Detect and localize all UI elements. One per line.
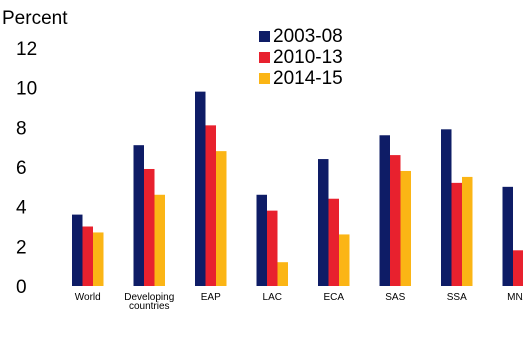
- bar: [93, 232, 104, 286]
- bar: [154, 194, 165, 286]
- y-axis-label: Percent: [2, 8, 68, 29]
- x-tick-label: Developing: [124, 292, 174, 303]
- x-tick-label: SSA: [447, 292, 467, 303]
- legend-swatch: [259, 52, 270, 63]
- y-tick-label: 4: [16, 198, 27, 219]
- y-tick-label: 12: [16, 39, 37, 60]
- bar: [216, 151, 227, 286]
- bar: [318, 159, 329, 286]
- y-tick-label: 10: [16, 79, 37, 100]
- bar: [82, 226, 93, 286]
- bar: [205, 125, 216, 286]
- bar: [267, 210, 278, 286]
- x-tick-label: ECA: [323, 292, 344, 303]
- bar: [256, 194, 267, 286]
- legend-swatch: [259, 31, 270, 42]
- x-tick-label: World: [75, 292, 101, 303]
- legend-label: 2010-13: [273, 47, 343, 68]
- x-tick-label: MNA: [507, 292, 523, 303]
- x-tick-label: LAC: [263, 292, 282, 303]
- x-tick-label: EAP: [201, 292, 221, 303]
- bar: [72, 214, 83, 286]
- bar: [277, 262, 288, 286]
- bar: [339, 234, 350, 286]
- x-tick-label: countries: [129, 301, 170, 312]
- x-tick-label: SAS: [385, 292, 405, 303]
- bar: [400, 170, 411, 286]
- bar: [451, 182, 462, 286]
- bar: [144, 168, 155, 286]
- bar: [328, 198, 339, 286]
- bars: [72, 91, 523, 286]
- bar: [379, 135, 390, 286]
- y-tick-label: 0: [16, 277, 27, 298]
- bar: [441, 129, 452, 286]
- bar: [502, 186, 513, 286]
- legend-label: 2003-08: [273, 26, 343, 47]
- y-axis-ticks: 0 2 4 6 8 10 12: [16, 39, 37, 298]
- y-tick-label: 8: [16, 118, 27, 139]
- y-tick-label: 2: [16, 237, 27, 258]
- legend-swatch: [259, 73, 270, 84]
- bar: [195, 91, 206, 286]
- bar: [513, 250, 523, 286]
- legend-label: 2014-15: [273, 68, 343, 89]
- bar: [133, 145, 144, 286]
- bar: [462, 176, 473, 286]
- y-tick-label: 6: [16, 158, 27, 179]
- bar: [390, 155, 401, 286]
